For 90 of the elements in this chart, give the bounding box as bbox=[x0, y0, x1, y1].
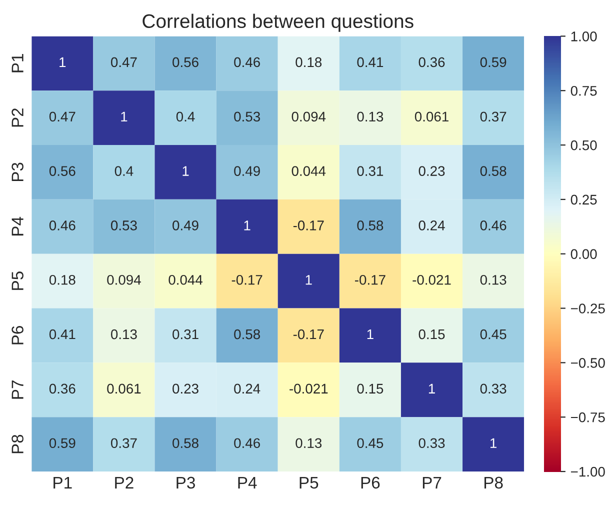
data-label: 0.58 bbox=[480, 166, 506, 176]
y-tick-label: P6 bbox=[12, 326, 24, 344]
data-label: 0.23 bbox=[172, 384, 198, 394]
data-label: 0.094 bbox=[107, 274, 141, 285]
color-bar-label: 1.00 bbox=[571, 32, 597, 42]
data-label: 0.41 bbox=[357, 57, 384, 68]
data-label: 0.45 bbox=[357, 438, 384, 448]
data-label: 1 bbox=[306, 275, 312, 285]
data-label: 0.13 bbox=[357, 112, 384, 122]
y-tick-label: P4 bbox=[12, 216, 24, 236]
data-label: 0.53 bbox=[110, 220, 137, 230]
data-label: 0.044 bbox=[168, 274, 202, 285]
data-label: -0.021 bbox=[290, 384, 328, 394]
chart-title: Correlations between questions bbox=[142, 14, 414, 32]
color-bar-label: −1.00 bbox=[570, 466, 605, 477]
data-label: 0.49 bbox=[234, 166, 260, 176]
x-tick-label: P4 bbox=[238, 476, 257, 488]
data-label: 0.094 bbox=[292, 112, 326, 122]
data-label: 1 bbox=[121, 112, 128, 122]
data-label: 0.56 bbox=[172, 57, 198, 68]
data-label: 0.58 bbox=[234, 329, 260, 340]
y-tick-label: P2 bbox=[12, 108, 24, 127]
data-label: 0.47 bbox=[110, 57, 137, 68]
data-label: 0.49 bbox=[172, 220, 198, 230]
y-tick-label: P5 bbox=[12, 272, 24, 290]
data-label: 0.59 bbox=[49, 438, 76, 448]
color-bar-label: 0.50 bbox=[570, 140, 597, 150]
data-label: 0.47 bbox=[49, 112, 76, 122]
data-label: 0.044 bbox=[292, 166, 326, 176]
data-label: 0.58 bbox=[172, 438, 198, 448]
y-tick-label: P3 bbox=[12, 162, 24, 182]
data-label: 0.46 bbox=[49, 220, 76, 230]
x-tick-label: P3 bbox=[176, 476, 195, 489]
color-bar-label: 0.00 bbox=[570, 249, 597, 260]
data-label: 0.18 bbox=[49, 274, 76, 285]
data-label: 0.46 bbox=[234, 57, 260, 68]
data-label: 1 bbox=[182, 166, 189, 176]
data-label: 0.4 bbox=[114, 166, 134, 176]
data-label: 0.31 bbox=[357, 166, 384, 176]
color-bar-label: −0.75 bbox=[570, 412, 605, 422]
data-label: -0.021 bbox=[412, 274, 451, 285]
data-label: 0.56 bbox=[49, 166, 76, 176]
data-label: -0.17 bbox=[232, 274, 262, 285]
data-label: 0.4 bbox=[176, 112, 195, 122]
color-bar-label: 0.25 bbox=[570, 194, 597, 205]
data-label: 0.46 bbox=[480, 220, 506, 230]
x-tick-label: P5 bbox=[300, 476, 318, 489]
color-bar-label: 0.75 bbox=[570, 86, 597, 96]
data-label: 0.41 bbox=[49, 329, 76, 340]
data-label: 0.36 bbox=[418, 57, 445, 68]
data-label: 0.59 bbox=[480, 57, 506, 68]
color-bar-label: −0.50 bbox=[570, 358, 605, 368]
data-label: 0.061 bbox=[107, 384, 141, 394]
data-label: 0.36 bbox=[49, 384, 76, 394]
data-label: 0.23 bbox=[418, 166, 445, 176]
data-label: 0.53 bbox=[234, 112, 260, 122]
data-label: 1 bbox=[367, 330, 374, 340]
y-tick-label: P8 bbox=[12, 434, 24, 454]
color-bar-label: −0.25 bbox=[570, 304, 605, 314]
x-tick-label: P2 bbox=[115, 476, 134, 488]
data-label: 0.24 bbox=[234, 384, 260, 394]
data-label: 0.061 bbox=[414, 112, 448, 122]
data-label: 0.18 bbox=[296, 57, 322, 68]
data-label: 1 bbox=[428, 384, 435, 394]
data-label: 1 bbox=[490, 438, 496, 448]
x-tick-label: P1 bbox=[54, 476, 72, 488]
data-label: 0.24 bbox=[418, 220, 445, 230]
data-label: 0.37 bbox=[480, 112, 506, 122]
data-label: 1 bbox=[244, 220, 250, 230]
data-label: 0.33 bbox=[418, 438, 445, 448]
x-tick-label: P6 bbox=[361, 476, 380, 489]
data-label: 0.13 bbox=[480, 274, 506, 285]
x-tick-label: P7 bbox=[422, 476, 442, 488]
data-label: 0.33 bbox=[480, 384, 506, 394]
data-label: 0.15 bbox=[357, 384, 384, 394]
data-label: -0.17 bbox=[354, 274, 386, 285]
y-tick-label: P7 bbox=[12, 380, 24, 399]
data-label: -0.17 bbox=[293, 220, 324, 230]
data-label: 0.37 bbox=[110, 438, 137, 448]
data-label: 0.13 bbox=[296, 438, 322, 448]
data-label: 0.31 bbox=[172, 329, 198, 340]
data-label: 0.15 bbox=[418, 329, 445, 340]
data-label: 1 bbox=[60, 57, 66, 67]
data-label: 0.46 bbox=[234, 438, 260, 448]
y-tick-label: P1 bbox=[12, 54, 24, 72]
data-label: 0.58 bbox=[357, 220, 384, 230]
data-label: 0.45 bbox=[480, 329, 506, 340]
data-label: -0.17 bbox=[293, 329, 324, 340]
x-tick-label: P8 bbox=[484, 476, 503, 489]
data-label: 0.13 bbox=[110, 329, 137, 340]
